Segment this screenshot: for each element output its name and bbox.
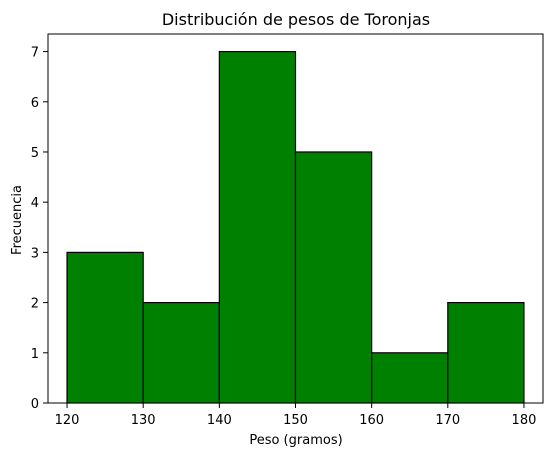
- y-tick-label: 3: [31, 246, 39, 261]
- y-tick-label: 5: [31, 146, 39, 161]
- y-tick-label: 2: [31, 297, 39, 312]
- y-tick-label: 7: [31, 46, 39, 61]
- y-axis-label: Frecuencia: [10, 185, 25, 255]
- y-tick-label: 6: [31, 96, 39, 111]
- y-tick-label: 4: [31, 196, 39, 211]
- bar-130-140: [142, 301, 220, 404]
- x-axis: 120 130 140 150 160 170 180: [55, 403, 537, 428]
- y-tick-label: 1: [31, 347, 39, 362]
- bar-150-160: [294, 151, 373, 404]
- x-tick-label: 180: [512, 413, 537, 428]
- x-tick-label: 120: [55, 413, 80, 428]
- bar-140-150: [218, 50, 297, 404]
- bars-group: [66, 50, 525, 404]
- x-tick-label: 170: [435, 413, 460, 428]
- x-tick-label: 140: [207, 413, 232, 428]
- x-axis-label: Peso (gramos): [249, 433, 342, 448]
- chart-title: Distribución de pesos de Toronjas: [162, 10, 430, 29]
- x-tick-label: 130: [131, 413, 156, 428]
- x-tick-label: 150: [283, 413, 308, 428]
- bar-120-130: [66, 251, 144, 404]
- bar-170-180: [447, 301, 525, 404]
- bar-160-170: [371, 352, 449, 404]
- x-tick-label: 160: [359, 413, 384, 428]
- y-axis: 0 1 2 3 4 5 6 7: [31, 46, 48, 412]
- y-tick-label: 0: [31, 397, 39, 412]
